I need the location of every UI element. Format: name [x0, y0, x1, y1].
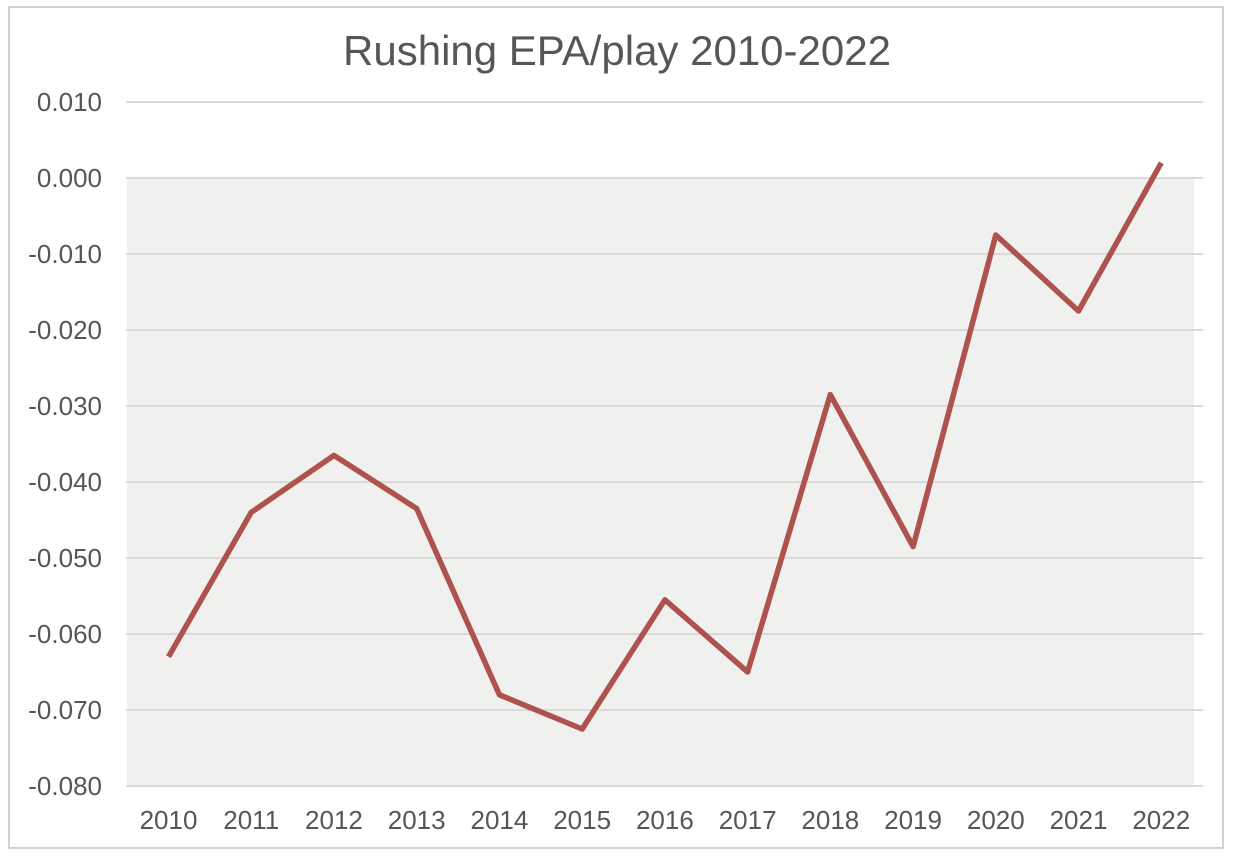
x-axis-tick-label: 2011 [223, 805, 280, 835]
y-axis-tick-label: -0.030 [28, 391, 102, 421]
series-line [166, 161, 1164, 732]
x-axis-tick-label: 2015 [553, 805, 612, 835]
y-axis-tick-label: -0.060 [28, 619, 102, 649]
y-axis-tick-label: -0.070 [28, 695, 102, 725]
y-axis-tick-label: -0.020 [28, 315, 102, 345]
x-axis-tick-label: 2010 [139, 805, 198, 835]
x-axis-tick-label: 2017 [718, 805, 777, 835]
y-axis-tick-label: -0.040 [28, 467, 102, 497]
x-axis-tick-label: 2016 [635, 805, 694, 835]
y-axis-tick-label: 0.000 [36, 163, 102, 193]
x-axis-tick-label: 2012 [305, 805, 363, 835]
y-axis-tick-label: -0.080 [28, 771, 102, 801]
gridlines [126, 101, 1203, 787]
x-axis-tick-label: 2022 [1132, 805, 1191, 835]
x-axis-tick-label: 2020 [966, 805, 1025, 835]
y-axis-tick-label: 0.010 [36, 87, 102, 117]
y-axis-tick-label: -0.010 [28, 239, 102, 269]
x-axis-tick-label: 2019 [884, 805, 942, 835]
y-axis-tick-label: -0.050 [28, 543, 102, 573]
x-axis-tick-label: 2021 [1049, 805, 1108, 835]
x-axis-tick-label: 2013 [387, 805, 446, 835]
chart-title: Rushing EPA/play 2010-2022 [343, 27, 891, 74]
x-axis-tick-label: 2018 [801, 805, 860, 835]
x-axis-tick-label: 2014 [470, 805, 529, 835]
